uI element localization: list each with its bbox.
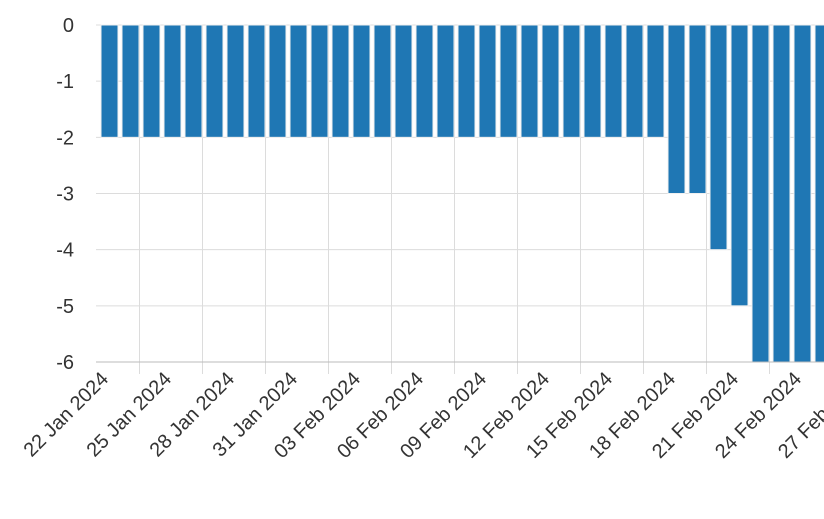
bar [541, 24, 560, 138]
bar [289, 24, 308, 138]
bar [646, 24, 665, 138]
bar [793, 24, 812, 363]
bar [205, 24, 224, 138]
bar [394, 24, 413, 138]
bar [751, 24, 770, 363]
bar [100, 24, 119, 138]
bar [121, 24, 140, 138]
bar [268, 24, 287, 138]
bar [730, 24, 749, 307]
bar [625, 24, 644, 138]
bar [352, 24, 371, 138]
bar [415, 24, 434, 138]
y-tick-label: -5 [56, 296, 74, 318]
bar [688, 24, 707, 194]
bar [331, 24, 350, 138]
bar [226, 24, 245, 138]
bar [667, 24, 686, 194]
bar [436, 24, 455, 138]
bar [142, 24, 161, 138]
y-tick-label: -1 [56, 71, 74, 93]
bar [520, 24, 539, 138]
y-tick-label: -4 [56, 240, 74, 262]
bar [184, 24, 203, 138]
bar [583, 24, 602, 138]
bar [499, 24, 518, 138]
bar [373, 24, 392, 138]
bar [604, 24, 623, 138]
y-tick-label: 0 [63, 15, 74, 37]
bar [814, 24, 824, 363]
y-tick-label: -3 [56, 184, 74, 206]
bar [478, 24, 497, 138]
y-tick-label: -2 [56, 127, 74, 149]
bar [247, 24, 266, 138]
bar [709, 24, 728, 251]
y-tick-label: -6 [56, 352, 74, 374]
bar [163, 24, 182, 138]
bar [562, 24, 581, 138]
bar [457, 24, 476, 138]
bar [772, 24, 791, 363]
bar [310, 24, 329, 138]
